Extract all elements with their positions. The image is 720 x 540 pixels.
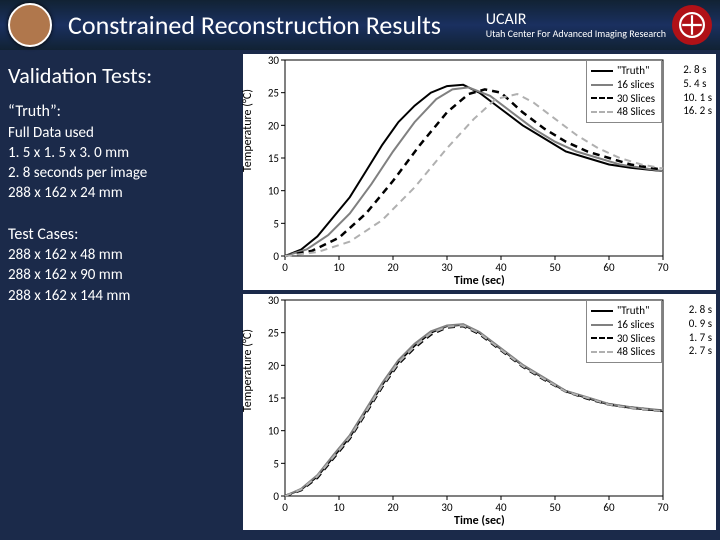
svg-text:50: 50 — [549, 501, 561, 514]
timing-column: 2. 8 s5. 4 s10. 1 s16. 2 s — [683, 60, 712, 118]
testcases-block: Test Cases: 288 x 162 x 48 mm288 x 162 x… — [8, 224, 235, 306]
legend: "Truth"16 slices30 Slices48 Slices — [586, 300, 662, 363]
ucair-sub: Utah Center For Advanced Imaging Researc… — [486, 27, 666, 40]
timing-value: 1. 7 s — [689, 331, 712, 345]
svg-text:60: 60 — [603, 501, 615, 514]
timing-value: 5. 4 s — [683, 77, 712, 91]
case-line: 288 x 162 x 144 mm — [8, 286, 235, 306]
truth-line: 1. 5 x 1. 5 x 3. 0 mm — [8, 143, 235, 163]
svg-text:20: 20 — [268, 359, 280, 372]
svg-text:20: 20 — [387, 501, 399, 514]
chart-top: Temperature (°C) Time (sec) 010203040506… — [243, 54, 716, 290]
truth-head: “Truth”: — [8, 101, 235, 123]
timing-value: 2. 8 s — [683, 63, 712, 77]
case-line: 288 x 162 x 48 mm — [8, 245, 235, 265]
timing-value: 2. 7 s — [689, 344, 712, 358]
svg-text:30: 30 — [441, 261, 453, 274]
legend-item: 48 Slices — [591, 345, 655, 359]
truth-line: 2. 8 seconds per image — [8, 163, 235, 183]
svg-text:0: 0 — [282, 261, 288, 274]
validation-heading: Validation Tests: — [8, 62, 235, 89]
legend-item: "Truth" — [591, 64, 655, 78]
legend-item: "Truth" — [591, 304, 655, 318]
timing-value: 2. 8 s — [689, 303, 712, 317]
svg-text:50: 50 — [549, 261, 561, 274]
case-line: 288 x 162 x 90 mm — [8, 265, 235, 285]
legend: "Truth"16 slices30 Slices48 Slices — [586, 60, 662, 123]
ucair-big: UCAIR — [486, 11, 666, 29]
svg-text:30: 30 — [268, 54, 280, 67]
svg-text:10: 10 — [333, 261, 345, 274]
svg-text:25: 25 — [268, 87, 279, 100]
svg-text:0: 0 — [273, 250, 279, 263]
svg-text:10: 10 — [333, 501, 345, 514]
svg-text:70: 70 — [657, 261, 669, 274]
right-logo-icon — [672, 5, 712, 45]
svg-text:15: 15 — [268, 392, 279, 405]
truth-line: Full Data used — [8, 123, 235, 143]
timing-value: 16. 2 s — [683, 104, 712, 118]
svg-text:10: 10 — [268, 425, 280, 438]
svg-text:15: 15 — [268, 152, 279, 165]
timing-value: 0. 9 s — [689, 317, 712, 331]
svg-text:20: 20 — [387, 261, 399, 274]
svg-text:40: 40 — [495, 501, 507, 514]
ucair-label: UCAIR Utah Center For Advanced Imaging R… — [486, 11, 666, 40]
timing-column: 2. 8 s0. 9 s1. 7 s2. 7 s — [689, 300, 712, 358]
svg-text:0: 0 — [282, 501, 288, 514]
svg-text:10: 10 — [268, 185, 280, 198]
legend-item: 30 Slices — [591, 332, 655, 346]
legend-item: 48 Slices — [591, 105, 655, 119]
svg-text:5: 5 — [273, 457, 279, 470]
left-logo-icon — [8, 3, 52, 47]
svg-text:60: 60 — [603, 261, 615, 274]
truth-block: “Truth”: Full Data used1. 5 x 1. 5 x 3. … — [8, 101, 235, 204]
svg-text:0: 0 — [273, 490, 279, 503]
legend-item: 30 Slices — [591, 92, 655, 106]
svg-text:25: 25 — [268, 327, 279, 340]
cases-head: Test Cases: — [8, 224, 235, 246]
timing-value: 10. 1 s — [683, 91, 712, 105]
svg-text:30: 30 — [441, 501, 453, 514]
legend-item: 16 slices — [591, 78, 655, 92]
svg-text:30: 30 — [268, 294, 280, 307]
svg-text:40: 40 — [495, 261, 507, 274]
legend-item: 16 slices — [591, 318, 655, 332]
page-title: Constrained Reconstruction Results — [68, 9, 486, 41]
truth-line: 288 x 162 x 24 mm — [8, 183, 235, 203]
svg-text:70: 70 — [657, 501, 669, 514]
chart-bottom: Temperature (°C) Time (sec) 010203040506… — [243, 294, 716, 530]
svg-text:5: 5 — [273, 217, 279, 230]
svg-text:20: 20 — [268, 119, 280, 132]
